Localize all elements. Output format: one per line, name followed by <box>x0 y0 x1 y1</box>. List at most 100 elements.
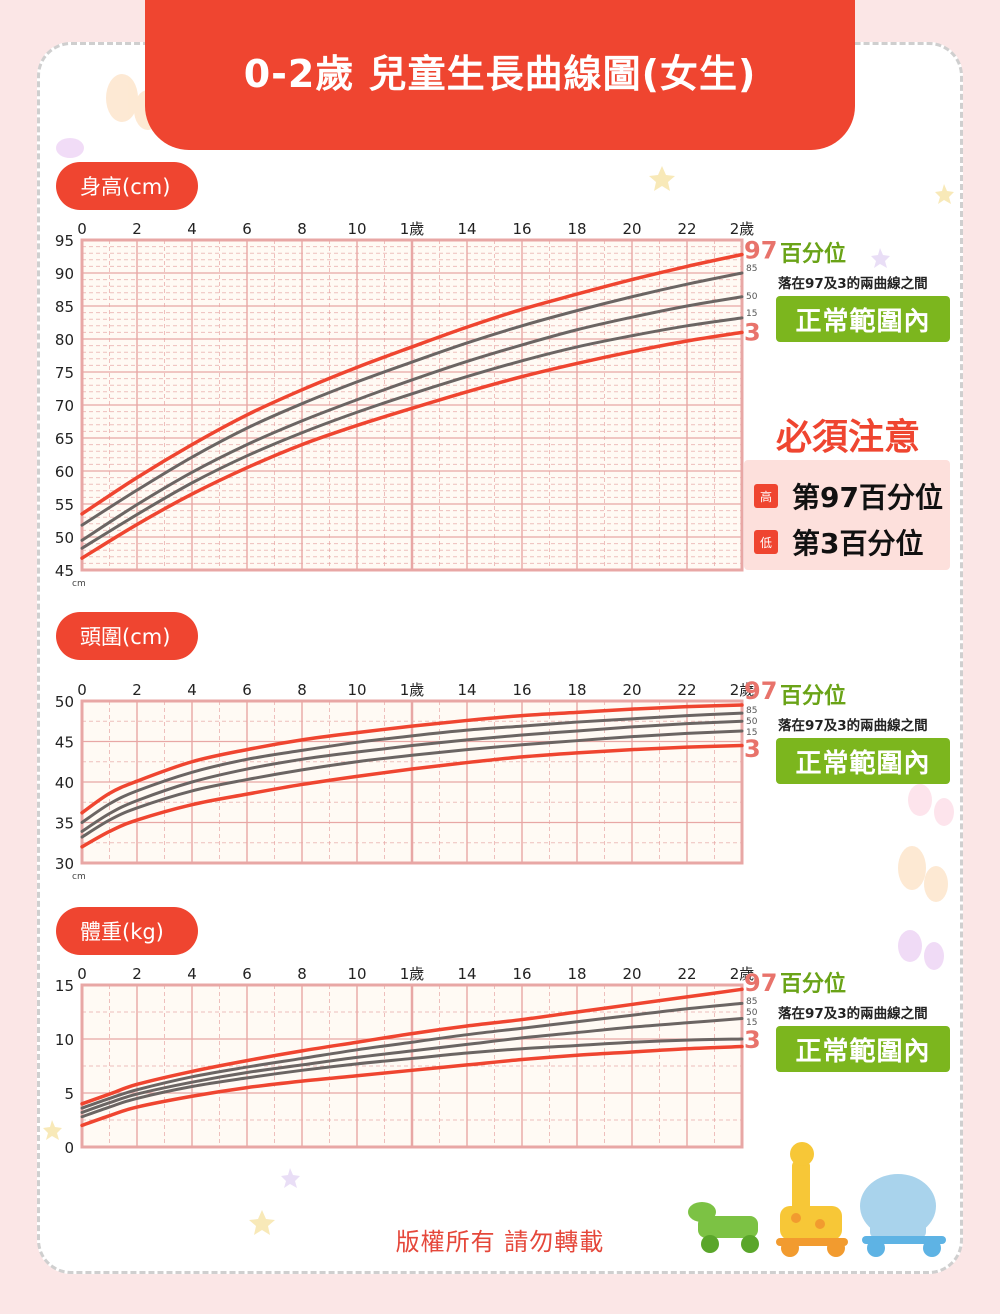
x-tick-label: 6 <box>242 681 252 699</box>
percentile-label-15: 15 <box>746 309 757 319</box>
x-tick-label: 22 <box>677 965 696 983</box>
percentile-label-15: 15 <box>746 1018 757 1028</box>
x-tick-label: 18 <box>567 681 586 699</box>
x-tick-label: 14 <box>457 681 476 699</box>
x-tick-label: 22 <box>677 681 696 699</box>
x-tick-label: 1歲 <box>400 965 425 983</box>
x-tick-label: 16 <box>512 681 531 699</box>
series-line-p15 <box>80 316 744 550</box>
percentile-label-85: 85 <box>746 997 757 1007</box>
x-tick-label: 14 <box>457 220 476 238</box>
y-tick-label: 95 <box>55 232 74 250</box>
legend-note-weight: 落在97及3的兩曲線之間 <box>778 1006 928 1022</box>
series-line-p50 <box>80 295 744 542</box>
unit-label: cm <box>72 872 86 882</box>
y-tick-label: 75 <box>55 364 74 382</box>
series-line-p85 <box>80 1001 744 1110</box>
warning-title: 必須注意 <box>775 417 920 458</box>
toy-animals-illustration <box>688 1142 946 1257</box>
y-tick-label: 90 <box>55 265 74 283</box>
x-tick-label: 4 <box>187 965 197 983</box>
y-tick-label: 85 <box>55 298 74 316</box>
x-tick-label: 4 <box>187 681 197 699</box>
warning-box: 高 第97百分位 低 第3百分位 <box>744 460 950 570</box>
percentile-label-97: 97 <box>744 677 777 705</box>
x-tick-label: 10 <box>347 681 366 699</box>
x-tick-label: 2 <box>132 965 142 983</box>
section-pill-height: 身高(cm) <box>56 162 198 210</box>
percentile-label-50: 50 <box>746 1008 758 1018</box>
x-tick-label: 2 <box>132 220 142 238</box>
series-line-p3 <box>80 743 744 849</box>
x-tick-label: 6 <box>242 965 252 983</box>
x-tick-label: 20 <box>622 965 641 983</box>
x-tick-label: 2歲 <box>730 220 755 238</box>
y-tick-label: 60 <box>55 463 74 481</box>
series-line-p97 <box>80 703 744 815</box>
x-tick-label: 4 <box>187 220 197 238</box>
x-tick-label: 8 <box>297 681 307 699</box>
x-tick-label: 14 <box>457 965 476 983</box>
x-tick-label: 2歲 <box>730 681 755 699</box>
normal-range-badge-head: 正常範圍內 <box>776 738 950 784</box>
warning-low-tag: 低 <box>754 530 778 554</box>
series-line-p3 <box>80 1044 744 1128</box>
x-tick-label: 0 <box>77 681 87 699</box>
percentile-label-3: 3 <box>744 318 761 346</box>
unit-label: cm <box>72 579 86 589</box>
x-tick-label: 16 <box>512 965 531 983</box>
y-tick-label: 50 <box>55 529 74 547</box>
x-tick-label: 18 <box>567 220 586 238</box>
copyright-footer: 版權所有 請勿轉載 <box>395 1228 605 1256</box>
series-line-p15 <box>80 729 744 839</box>
section-pill-head: 頭圍(cm) <box>56 612 198 660</box>
x-tick-label: 0 <box>77 965 87 983</box>
plot-border <box>80 983 744 1149</box>
page-title: 0-2歲 兒童生長曲線圖(女生) <box>243 51 757 96</box>
normal-range-badge-weight: 正常範圍內 <box>776 1026 950 1072</box>
x-tick-label: 6 <box>242 220 252 238</box>
y-tick-label: 55 <box>55 496 74 514</box>
y-tick-label: 15 <box>55 977 74 995</box>
legend-percentile-title-height: 百分位 <box>780 242 847 267</box>
y-tick-label: 0 <box>64 1139 74 1157</box>
y-tick-label: 45 <box>55 562 74 580</box>
y-tick-label: 35 <box>55 815 74 833</box>
legend-percentile-title-weight: 百分位 <box>780 972 847 997</box>
x-tick-label: 18 <box>567 965 586 983</box>
x-tick-label: 2歲 <box>730 965 755 983</box>
series-line-p50 <box>80 719 744 833</box>
y-tick-label: 70 <box>55 397 74 415</box>
warning-low-text: 第3百分位 <box>792 527 924 560</box>
x-tick-label: 2 <box>132 681 142 699</box>
percentile-label-50: 50 <box>746 717 758 727</box>
x-tick-label: 10 <box>347 220 366 238</box>
y-tick-label: 10 <box>55 1031 74 1049</box>
series-line-p97 <box>80 987 744 1106</box>
x-tick-label: 20 <box>622 681 641 699</box>
percentile-label-85: 85 <box>746 264 757 274</box>
y-tick-label: 45 <box>55 734 74 752</box>
y-tick-label: 5 <box>64 1085 74 1103</box>
percentile-label-3: 3 <box>744 1026 761 1054</box>
plot-border <box>80 699 744 865</box>
warning-low-row: 低 第3百分位 <box>754 522 923 562</box>
legend-percentile-title-head: 百分位 <box>780 684 847 709</box>
x-tick-label: 10 <box>347 965 366 983</box>
percentile-label-15: 15 <box>746 728 757 738</box>
warning-high-row: 高 第97百分位 <box>754 476 943 516</box>
percentile-label-50: 50 <box>746 292 758 302</box>
x-tick-label: 20 <box>622 220 641 238</box>
normal-range-badge-height: 正常範圍內 <box>776 296 950 342</box>
series-line-p3 <box>80 330 744 560</box>
y-tick-label: 30 <box>55 855 74 873</box>
percentile-label-85: 85 <box>746 706 757 716</box>
x-tick-label: 8 <box>297 965 307 983</box>
percentile-label-97: 97 <box>744 237 777 265</box>
warning-high-tag: 高 <box>754 484 778 508</box>
warning-high-text: 第97百分位 <box>792 481 943 514</box>
series-line-p85 <box>80 711 744 824</box>
x-tick-label: 1歲 <box>400 681 425 699</box>
